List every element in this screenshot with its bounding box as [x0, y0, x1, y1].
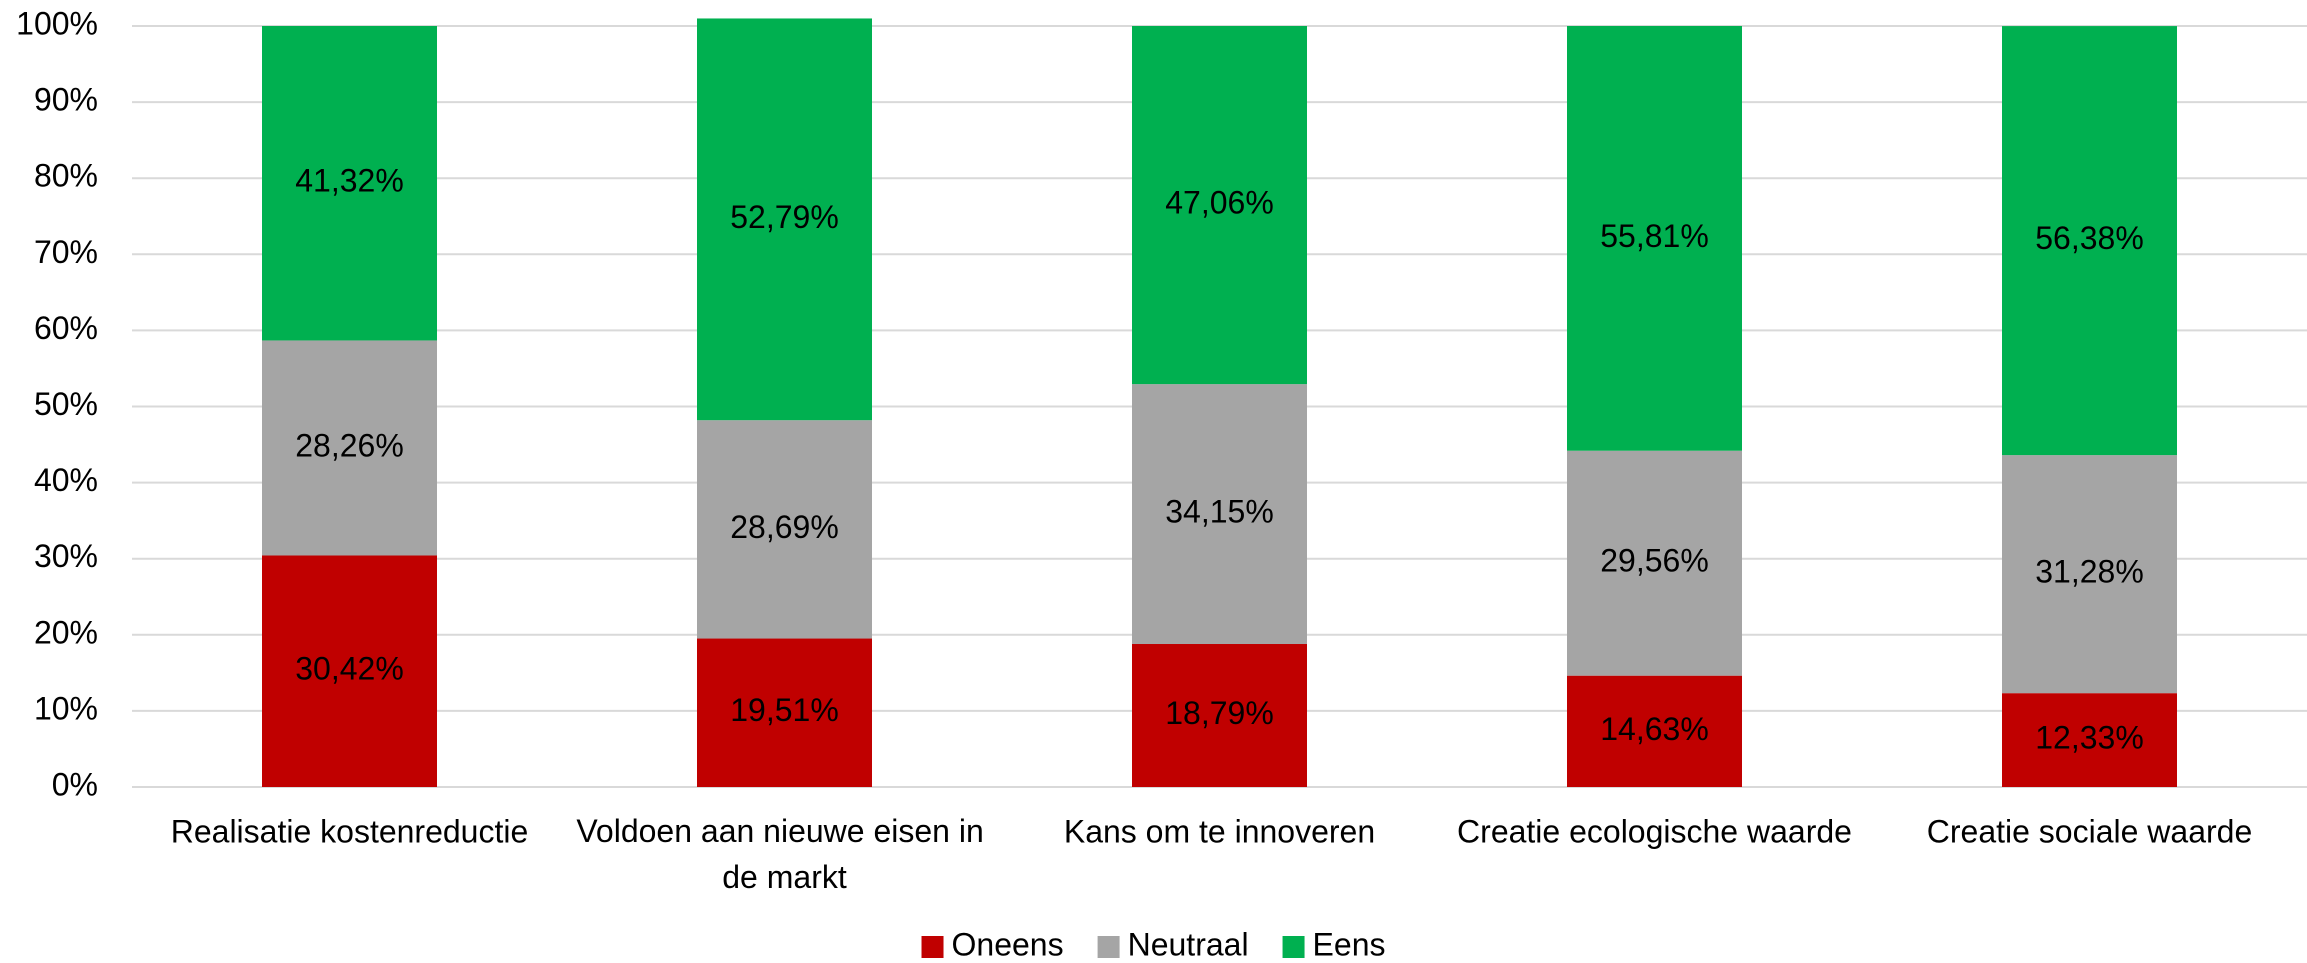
data-label: 56,38%	[2035, 220, 2144, 256]
bar-segment	[262, 340, 437, 556]
y-tick-label: 90%	[34, 82, 98, 118]
data-label: 41,32%	[295, 163, 404, 199]
legend-label: Eens	[1313, 926, 1386, 962]
bar-segment	[1567, 450, 1742, 676]
legend: Oneens Neutraal Eens	[921, 926, 1386, 962]
y-tick-label: 80%	[34, 158, 98, 194]
y-tick-label: 10%	[34, 690, 98, 726]
data-label: 31,28%	[2035, 554, 2144, 590]
x-tick-label: Creatie ecologische waarde	[1457, 813, 1852, 849]
x-tick-label: Kans om te innoveren	[1064, 813, 1375, 849]
data-label: 28,69%	[730, 509, 839, 545]
y-tick-label: 60%	[34, 310, 98, 346]
x-tick-label: Voldoen aan nieuwe eisen in de markt	[576, 813, 992, 895]
legend-swatch	[921, 936, 944, 958]
legend-swatch	[1097, 936, 1120, 958]
legend-swatch	[1282, 936, 1305, 958]
data-label: 55,81%	[1600, 218, 1709, 254]
bar-segment	[1132, 26, 1307, 385]
x-tick-line: de markt	[722, 859, 847, 895]
x-tick-label: Realisatie kostenreductie	[171, 813, 529, 849]
y-tick-label: 30%	[34, 538, 98, 574]
x-tick-line: Voldoen aan nieuwe eisen in	[576, 813, 992, 849]
data-label: 12,33%	[2035, 720, 2144, 756]
y-tick-label: 50%	[34, 386, 98, 422]
data-label: 52,79%	[730, 199, 839, 235]
data-label: 30,42%	[295, 651, 404, 687]
data-label: 18,79%	[1165, 695, 1274, 731]
bar-segment	[262, 555, 437, 787]
bar-segment	[2002, 455, 2177, 694]
bar-segment	[697, 638, 872, 787]
data-label: 47,06%	[1165, 185, 1274, 221]
bar-segment	[262, 26, 437, 341]
bar-segment	[2002, 693, 2177, 787]
bar-segment	[697, 420, 872, 639]
data-label: 14,63%	[1600, 711, 1709, 747]
legend-label: Oneens	[952, 926, 1064, 962]
bar-segment	[1567, 26, 1742, 451]
legend-label: Neutraal	[1128, 926, 1249, 962]
y-tick-label: 40%	[34, 462, 98, 498]
bar-segment	[1132, 644, 1307, 787]
data-label: 28,26%	[295, 427, 404, 463]
bar-segment	[2002, 26, 2177, 456]
bar-segment	[1567, 675, 1742, 787]
bar-segment	[697, 18, 872, 421]
y-tick-label: 70%	[34, 234, 98, 270]
bar-segment	[1132, 384, 1307, 645]
y-tick-label: 0%	[52, 766, 98, 802]
y-tick-label: 100%	[16, 5, 98, 41]
data-label: 34,15%	[1165, 494, 1274, 530]
y-tick-label: 20%	[34, 614, 98, 650]
x-tick-label: Creatie sociale waarde	[1927, 813, 2253, 849]
data-label: 19,51%	[730, 692, 839, 728]
data-label: 29,56%	[1600, 543, 1709, 579]
